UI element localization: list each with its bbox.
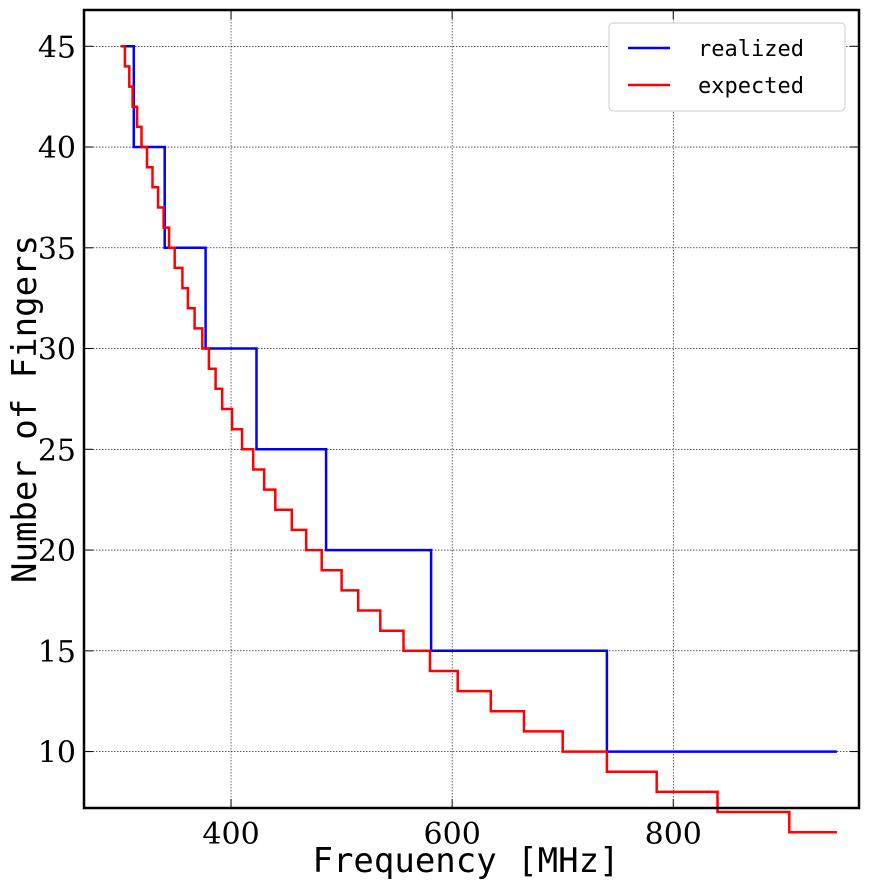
series-lines bbox=[120, 45, 837, 834]
y-tick-label: 20 bbox=[38, 534, 76, 569]
y-axis-label: Number of Fingers bbox=[5, 235, 45, 583]
x-axis-label: Frequency [MHz] bbox=[312, 841, 619, 881]
y-tick-label: 30 bbox=[38, 333, 76, 368]
legend-label-expected: expected bbox=[698, 74, 804, 99]
y-tick-label: 35 bbox=[38, 232, 76, 267]
legend-label-realized: realized bbox=[698, 37, 804, 62]
y-tick-label: 15 bbox=[38, 635, 76, 670]
x-tick-label: 800 bbox=[645, 817, 702, 852]
y-tick-label: 45 bbox=[38, 30, 76, 65]
tick-labels: 400 600 800 10 15 20 25 30 35 40 45 bbox=[38, 30, 702, 852]
series-line-expected bbox=[120, 45, 837, 834]
y-tick-label: 10 bbox=[38, 736, 76, 771]
legend: realized expected bbox=[608, 22, 846, 112]
axis-ticks bbox=[84, 10, 859, 808]
legend-box bbox=[608, 22, 846, 112]
x-tick-label: 400 bbox=[202, 817, 259, 852]
series-line-realized bbox=[120, 45, 837, 753]
y-tick-label: 25 bbox=[38, 433, 76, 468]
grid-lines bbox=[84, 10, 859, 808]
x-tick-label: 600 bbox=[424, 817, 481, 852]
plot-frame bbox=[82, 8, 861, 810]
y-tick-label: 40 bbox=[38, 131, 76, 166]
